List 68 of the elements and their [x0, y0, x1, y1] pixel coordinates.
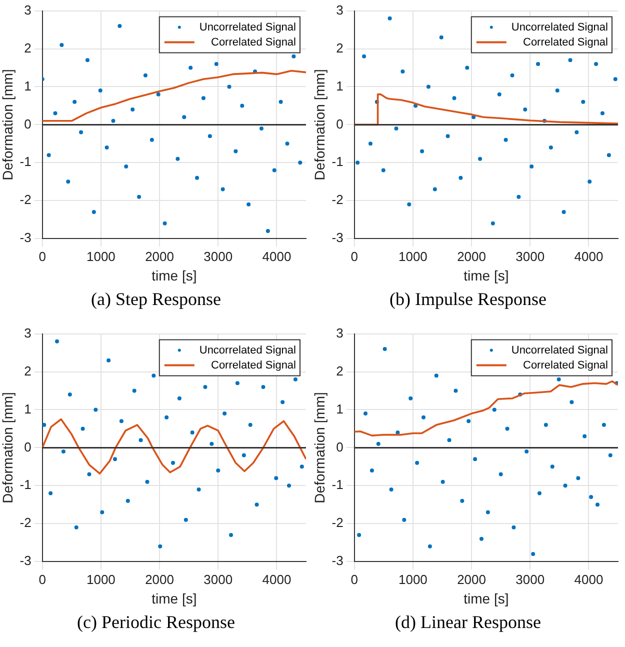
text: (b) Impulse Response — [388, 289, 548, 310]
y-tick-label: 2 — [336, 40, 344, 56]
y-tick-label: 3 — [336, 325, 344, 340]
y-tick-label: -1 — [332, 154, 344, 170]
text: (a) Step Response — [90, 289, 222, 310]
x-tick-label: 2000 — [457, 572, 486, 587]
y-tick-label: -3 — [20, 553, 32, 568]
y-tick-label: 1 — [24, 401, 32, 416]
y-tick-label: 3 — [24, 2, 32, 18]
legend-label: Uncorrelated Signal — [199, 344, 296, 356]
y-tick-label: -1 — [332, 477, 344, 492]
y-tick-label: -1 — [20, 477, 32, 492]
y-tick-label: 0 — [336, 439, 344, 454]
y-axis-title: Deformation [mm] — [311, 69, 328, 180]
text: (d) Linear Response — [394, 612, 542, 633]
y-tick-label: -1 — [20, 154, 32, 170]
y-axis-title: Deformation [mm] — [0, 69, 16, 180]
x-tick-label: 0 — [350, 248, 358, 264]
x-tick-label: 0 — [38, 572, 46, 587]
text: (c) Periodic Response — [76, 612, 236, 633]
legend-label: Uncorrelated Signal — [199, 21, 296, 34]
legend-label: Uncorrelated Signal — [511, 344, 608, 356]
x-tick-label: 3000 — [204, 248, 233, 264]
x-tick-label: 4000 — [262, 572, 292, 587]
x-tick-label: 1000 — [398, 248, 428, 264]
legend-label: Correlated Signal — [523, 36, 608, 48]
y-axis-title: Deformation [mm] — [0, 392, 16, 504]
y-tick-label: -2 — [20, 515, 32, 530]
y-tick-label: -3 — [332, 230, 344, 246]
x-tick-label: 3000 — [516, 572, 545, 587]
y-tick-label: 0 — [24, 439, 32, 454]
x-tick-label: 0 — [350, 572, 358, 587]
y-tick-label: 1 — [24, 78, 32, 94]
x-axis-title: time [s] — [152, 590, 197, 606]
x-tick-label: 4000 — [262, 248, 292, 264]
x-tick-label: 2000 — [145, 248, 174, 264]
legend-label: Correlated Signal — [211, 359, 296, 372]
legend-label: Correlated Signal — [211, 36, 296, 48]
legend-label: Uncorrelated Signal — [511, 21, 608, 34]
y-tick-label: 2 — [24, 363, 32, 378]
y-tick-label: 1 — [336, 401, 344, 416]
x-tick-label: 3000 — [204, 572, 233, 587]
y-tick-label: 3 — [336, 2, 344, 18]
y-tick-label: 3 — [24, 325, 32, 340]
x-tick-label: 2000 — [145, 572, 174, 587]
y-tick-label: -2 — [20, 192, 32, 208]
y-tick-label: 0 — [24, 116, 32, 132]
x-tick-label: 1000 — [86, 248, 116, 264]
x-tick-label: 0 — [38, 248, 46, 264]
y-axis-title: Deformation [mm] — [311, 392, 328, 504]
y-tick-label: -2 — [332, 515, 344, 530]
legend-label: Correlated Signal — [523, 359, 608, 372]
y-tick-label: -3 — [20, 230, 32, 246]
y-tick-label: -3 — [332, 553, 344, 568]
y-tick-label: 2 — [336, 363, 344, 378]
x-tick-label: 2000 — [457, 248, 486, 264]
x-tick-label: 4000 — [574, 248, 604, 264]
x-tick-label: 1000 — [398, 572, 428, 587]
x-tick-label: 1000 — [86, 572, 116, 587]
y-tick-label: 0 — [336, 116, 344, 132]
y-tick-label: 2 — [24, 40, 32, 56]
x-axis-title: time [s] — [464, 267, 509, 284]
y-tick-label: -2 — [332, 192, 344, 208]
x-tick-label: 4000 — [574, 572, 604, 587]
x-tick-label: 3000 — [516, 248, 545, 264]
x-axis-title: time [s] — [464, 590, 509, 606]
y-tick-label: 1 — [336, 78, 344, 94]
x-axis-title: time [s] — [152, 267, 197, 284]
